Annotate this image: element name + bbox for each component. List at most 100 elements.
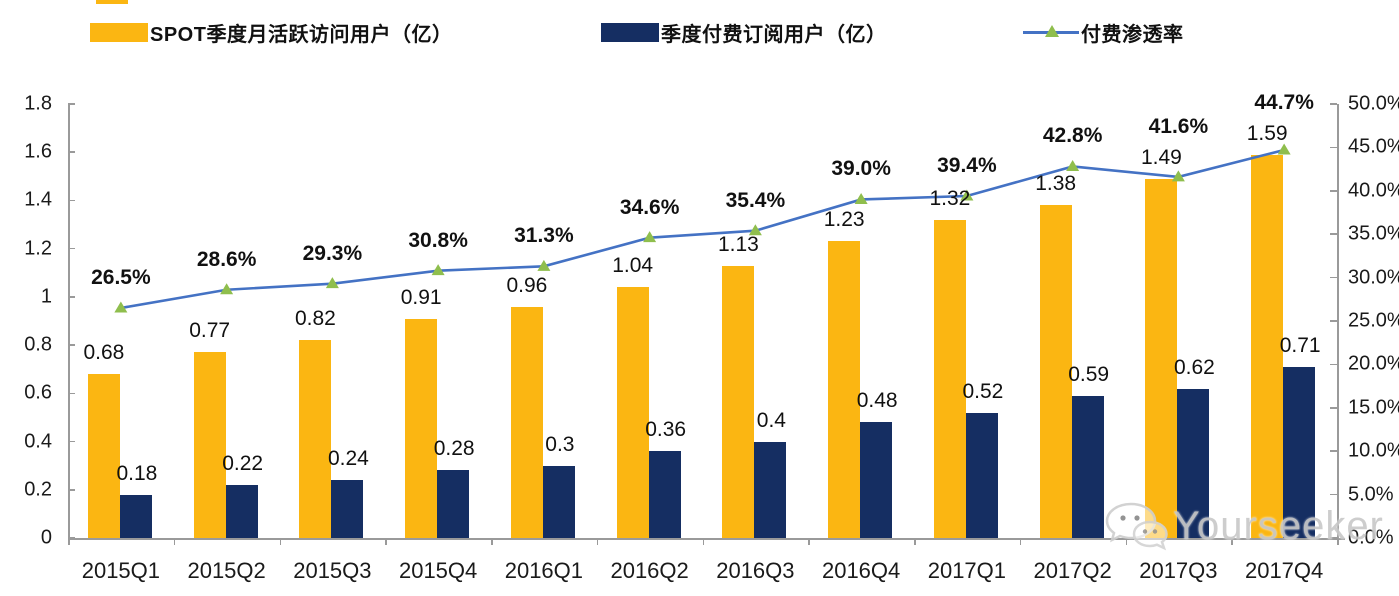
right-axis-tick xyxy=(1330,103,1337,105)
subs-bar[interactable] xyxy=(754,441,787,538)
subs-bar[interactable] xyxy=(1071,395,1104,538)
x-axis-tick xyxy=(1231,538,1233,545)
subs-bar[interactable] xyxy=(648,451,681,538)
subs-value-label: 0.71 xyxy=(1279,333,1321,357)
mau-bar[interactable] xyxy=(87,374,120,538)
left-axis-tick xyxy=(68,392,75,395)
wechat-icon xyxy=(1105,502,1168,551)
mau-legend-label: SPOT季度月活跃访问用户（亿） xyxy=(150,23,453,46)
subs-bar[interactable] xyxy=(331,480,364,538)
right-axis-tick xyxy=(1330,407,1337,409)
right-axis-tick xyxy=(1330,146,1337,149)
left-axis-tick-label: 0.6 xyxy=(24,381,52,404)
right-axis-tick-label: 45.0% xyxy=(1348,135,1399,158)
subs-value-label: 0.48 xyxy=(856,389,898,413)
penetration-legend-line-icon xyxy=(1023,23,1079,42)
left-axis-tick-label: 0.2 xyxy=(24,478,52,501)
x-axis-tick xyxy=(702,538,704,545)
subs-bar[interactable] xyxy=(437,470,470,538)
right-axis-tick-label: 50.0% xyxy=(1348,92,1399,115)
x-axis-category-label: 2015Q4 xyxy=(398,558,478,583)
penetration-point-label: 34.6% xyxy=(619,195,680,219)
subs-bar[interactable] xyxy=(225,484,258,538)
left-axis-tick xyxy=(68,344,75,346)
subs-value-label: 0.28 xyxy=(433,437,475,461)
x-axis-tick xyxy=(808,538,810,545)
x-axis-category-label: 2017Q2 xyxy=(1033,558,1112,583)
mau-bar[interactable] xyxy=(405,318,438,538)
penetration-point-label: 41.6% xyxy=(1148,114,1209,138)
x-axis-tick xyxy=(173,538,176,545)
penetration-point-label: 44.7% xyxy=(1254,90,1314,114)
mau-value-label: 1.23 xyxy=(823,208,865,232)
subs-bar[interactable] xyxy=(1283,366,1316,538)
right-axis-tick xyxy=(1330,537,1337,539)
penetration-legend-label: 付费渗透率 xyxy=(1081,23,1184,46)
mau-value-label: 1.04 xyxy=(612,254,654,278)
right-axis-tick-label: 40.0% xyxy=(1348,179,1399,202)
left-axis-tick xyxy=(68,440,75,443)
subs-value-label: 0.59 xyxy=(1068,362,1110,386)
mau-value-label: 0.91 xyxy=(400,285,442,309)
x-axis-tick xyxy=(385,538,387,545)
x-axis-tick xyxy=(914,538,916,545)
left-axis-tick xyxy=(68,199,75,202)
mau-value-label: 1.38 xyxy=(1035,172,1077,196)
left-axis-tick-label: 1.6 xyxy=(24,140,52,163)
subs-bar[interactable] xyxy=(542,465,575,538)
right-axis-tick-label: 20.0% xyxy=(1348,352,1399,375)
mau-bar[interactable] xyxy=(193,352,226,538)
mau-bar[interactable] xyxy=(299,340,332,538)
mau-bar[interactable] xyxy=(616,287,649,538)
mau-value-label: 0.68 xyxy=(83,341,125,365)
right-axis-tick-label: 5.0% xyxy=(1348,483,1394,506)
subs-value-label: 0.3 xyxy=(545,432,575,456)
right-axis-tick xyxy=(1330,233,1337,235)
subs-value-label: 0.36 xyxy=(645,418,687,442)
x-axis-tick xyxy=(279,538,281,545)
right-axis-tick xyxy=(1330,363,1337,366)
subs-legend-label: 季度付费订阅用户（亿） xyxy=(661,23,887,46)
x-axis-tick xyxy=(68,538,70,545)
x-axis-tick xyxy=(596,538,599,545)
subs-value-label: 0.22 xyxy=(222,451,264,475)
x-axis-line xyxy=(68,538,1345,540)
subs-bar[interactable] xyxy=(860,422,893,538)
subs-bar[interactable] xyxy=(965,412,998,538)
legend-item-subs[interactable]: 季度付费订阅用户（亿） xyxy=(601,20,887,46)
left-axis-line xyxy=(68,104,70,538)
right-axis-tick xyxy=(1330,493,1337,496)
penetration-point-label: 39.0% xyxy=(831,157,891,181)
penetration-point-label: 26.5% xyxy=(91,265,151,289)
right-axis-tick xyxy=(1330,450,1337,452)
mau-value-label: 1.59 xyxy=(1246,121,1288,145)
right-axis-tick xyxy=(1330,276,1337,279)
right-axis-tick-label: 15.0% xyxy=(1348,396,1399,419)
x-axis-category-label: 2017Q1 xyxy=(927,558,1007,583)
left-axis-tick xyxy=(68,151,75,153)
right-axis-tick-label: 35.0% xyxy=(1348,222,1399,245)
mau-bar[interactable] xyxy=(722,265,755,538)
mau-value-label: 0.82 xyxy=(294,307,336,331)
penetration-point-label: 30.8% xyxy=(408,228,468,252)
subs-bar[interactable] xyxy=(1177,388,1210,538)
penetration-point-label: 29.3% xyxy=(302,241,363,265)
penetration-point-label: 28.6% xyxy=(196,247,257,271)
mau-bar[interactable] xyxy=(510,306,543,538)
legend-item-mau[interactable]: SPOT季度月活跃访问用户（亿） xyxy=(90,20,453,46)
mau-value-label: 1.13 xyxy=(717,232,759,256)
mau-value-label: 0.96 xyxy=(506,273,548,297)
x-axis-category-label: 2016Q2 xyxy=(610,558,689,583)
mau-value-label: 0.77 xyxy=(189,319,231,343)
x-axis-category-label: 2015Q1 xyxy=(81,558,161,583)
subs-value-label: 0.4 xyxy=(756,408,786,432)
subs-value-label: 0.24 xyxy=(327,447,369,471)
left-axis-tick-label: 0.8 xyxy=(24,333,52,356)
right-axis-tick xyxy=(1330,190,1337,192)
x-axis-category-label: 2015Q2 xyxy=(187,558,266,583)
left-axis-tick xyxy=(68,537,75,539)
x-axis-category-label: 2015Q3 xyxy=(293,558,372,583)
subs-bar[interactable] xyxy=(119,494,152,538)
legend-item-penetration[interactable]: 付费渗透率 xyxy=(1023,20,1184,46)
